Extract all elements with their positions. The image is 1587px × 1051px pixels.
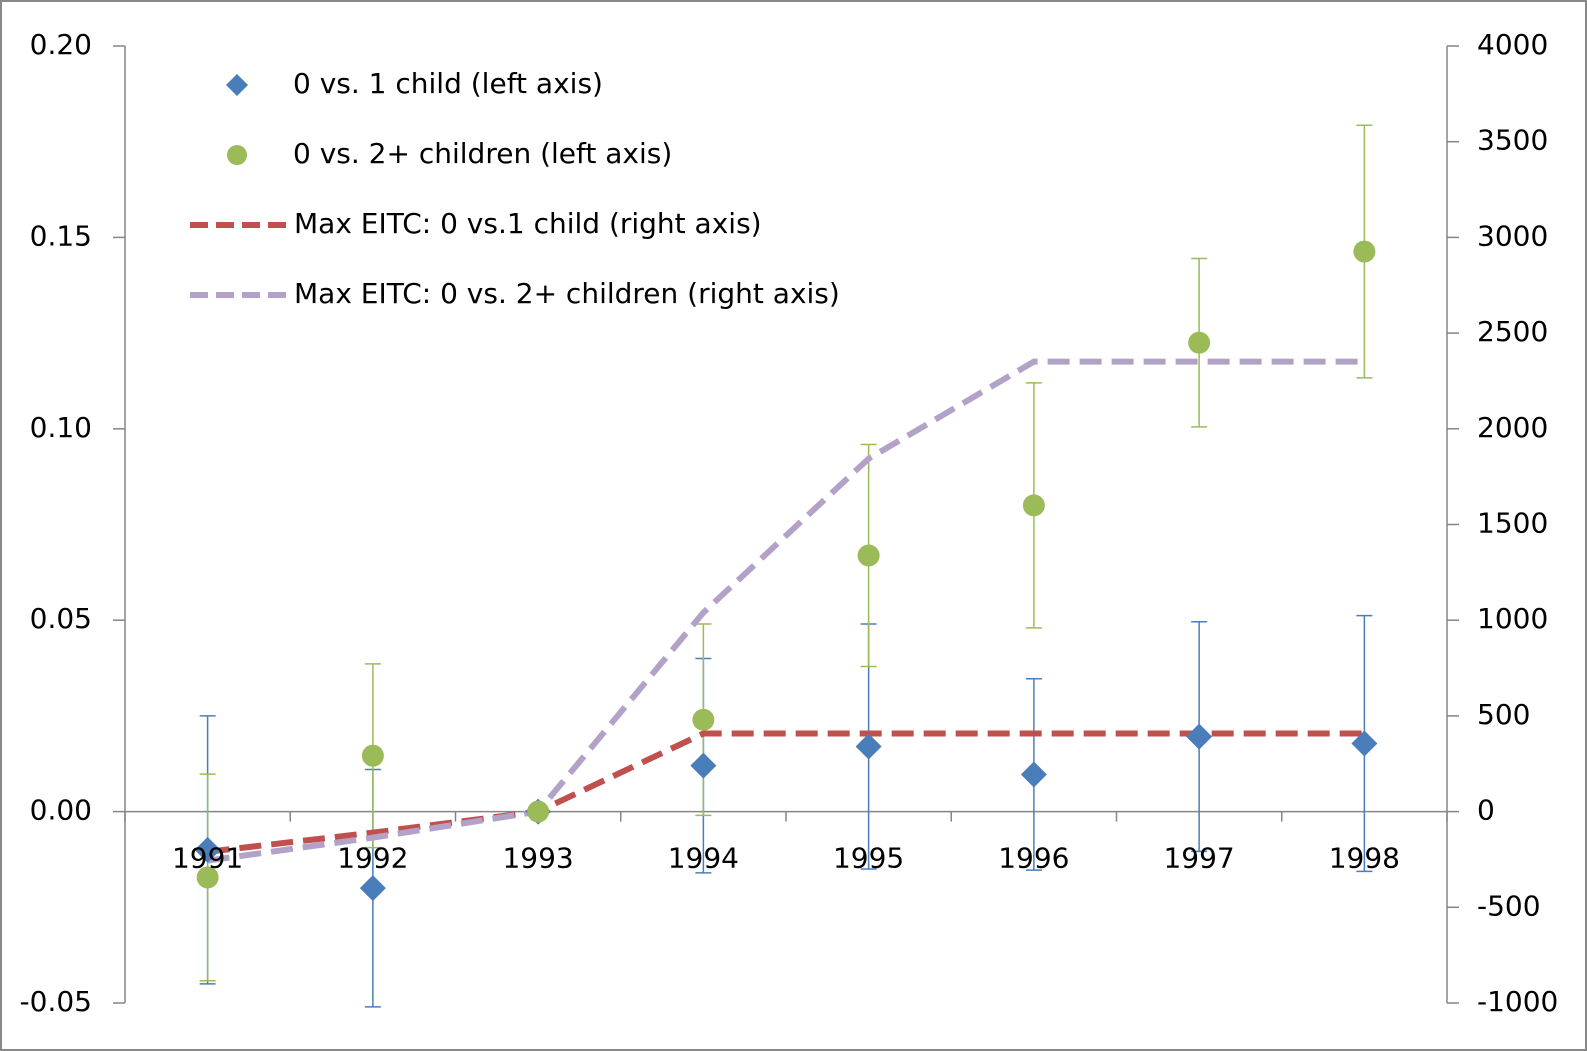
x-tick-label: 1992 xyxy=(337,842,408,875)
point xyxy=(1351,730,1378,757)
point xyxy=(1186,723,1213,750)
line-series xyxy=(207,358,1365,864)
y2-tick-label: 2000 xyxy=(1477,411,1548,444)
x-tick-label: 1993 xyxy=(502,842,573,875)
point xyxy=(857,544,880,567)
legend-label: Max EITC: 0 vs. 2+ children (right axis) xyxy=(294,277,840,310)
point xyxy=(692,708,715,731)
x-tick-label: 1998 xyxy=(1329,842,1400,875)
y2-tick-label: 500 xyxy=(1477,698,1530,731)
point xyxy=(1353,240,1376,263)
y2-tick-label: 3000 xyxy=(1477,219,1548,252)
legend-label: 0 vs. 2+ children (left axis) xyxy=(293,137,672,170)
legend-label: 0 vs. 1 child (left axis) xyxy=(293,67,603,100)
point xyxy=(196,866,219,889)
point xyxy=(855,733,882,760)
line-series xyxy=(207,730,1365,855)
point xyxy=(527,800,550,823)
y-tick-label: 0.15 xyxy=(30,219,92,252)
y2-tick-label: 1500 xyxy=(1477,507,1548,540)
y2-tick-label: 1000 xyxy=(1477,602,1548,635)
y-tick-label: 0.00 xyxy=(30,794,92,827)
point xyxy=(1022,494,1045,517)
x-tick-label: 1996 xyxy=(998,842,1069,875)
y2-tick-label: 2500 xyxy=(1477,315,1548,348)
point xyxy=(1020,761,1047,788)
point xyxy=(359,875,386,902)
x-tick-label: 1991 xyxy=(172,842,243,875)
y-tick-label: 0.20 xyxy=(30,28,92,61)
y-tick-label: -0.05 xyxy=(20,985,92,1018)
legend-label: Max EITC: 0 vs.1 child (right axis) xyxy=(294,207,762,240)
point xyxy=(194,836,221,863)
x-tick-label: 1995 xyxy=(833,842,904,875)
y2-tick-label: -500 xyxy=(1477,889,1541,922)
point xyxy=(361,744,384,767)
point xyxy=(690,752,717,779)
point xyxy=(1188,331,1211,354)
legend-marker xyxy=(227,145,247,165)
y2-tick-label: 4000 xyxy=(1477,28,1548,61)
y2-tick-label: 0 xyxy=(1477,794,1495,827)
y2-tick-label: -1000 xyxy=(1477,985,1558,1018)
x-tick-label: 1997 xyxy=(1163,842,1234,875)
y-tick-label: 0.05 xyxy=(30,602,92,635)
legend-marker xyxy=(226,74,248,96)
y2-tick-label: 3500 xyxy=(1477,124,1548,157)
y-tick-label: 0.10 xyxy=(30,411,92,444)
x-tick-label: 1994 xyxy=(668,842,739,875)
